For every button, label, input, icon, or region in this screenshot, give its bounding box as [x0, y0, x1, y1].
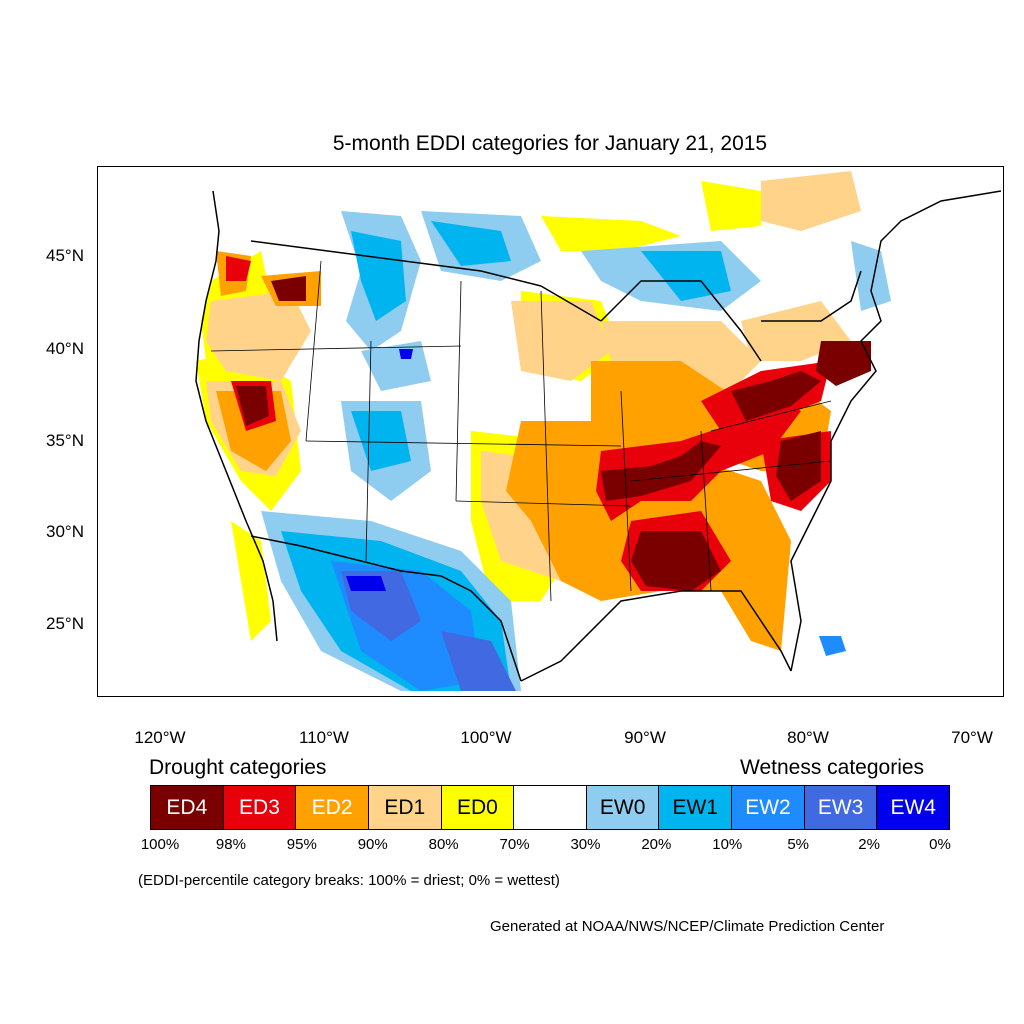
- percent-break-label: 100%: [140, 836, 180, 853]
- boundaries: [195, 190, 1002, 682]
- drought-categories-heading: Drought categories: [149, 756, 327, 779]
- legend-box-ew3: EW3: [804, 786, 878, 829]
- eddi-map: [195, 171, 1002, 691]
- percent-break-label: 20%: [641, 836, 672, 853]
- percent-break-label: 95%: [286, 836, 317, 853]
- lon-label-80w: 80°W: [787, 728, 829, 747]
- legend-box-ed1: ED1: [368, 786, 442, 829]
- lon-label-120w: 120°W: [134, 728, 186, 747]
- legend-box-ed4: ED4: [151, 786, 224, 829]
- lat-label-25: 25°N: [46, 614, 84, 633]
- lon-label-90w: 90°W: [624, 728, 666, 747]
- credit-line: Generated at NOAA/NWS/NCEP/Climate Predi…: [490, 918, 885, 935]
- lat-label-45: 45°N: [46, 246, 84, 265]
- lon-label-110w: 110°W: [299, 728, 349, 747]
- category-note: (EDDI-percentile category breaks: 100% =…: [138, 872, 560, 889]
- legend-box-ed0: ED0: [441, 786, 515, 829]
- lat-label-40: 40°N: [46, 339, 84, 358]
- legend-box-ew0: EW0: [586, 786, 660, 829]
- percent-break-label: 30%: [570, 836, 601, 853]
- percent-break-label: 0%: [929, 836, 951, 853]
- legend-box-ed3: ED3: [223, 786, 297, 829]
- category-legend: ED4 ED3 ED2 ED1 ED0 EW0 EW1 EW2 EW3 EW4: [150, 785, 950, 830]
- percent-break-label: 90%: [357, 836, 388, 853]
- legend-box-ew2: EW2: [732, 786, 805, 829]
- lat-label-35: 35°N: [46, 431, 84, 450]
- legend-box-ew4: EW4: [877, 786, 950, 829]
- wetness-categories-heading: Wetness categories: [740, 756, 925, 779]
- drought-shading: [196, 171, 871, 651]
- percent-break-label: 70%: [499, 836, 530, 853]
- percent-break-label: 2%: [858, 836, 880, 853]
- lat-label-30: 30°N: [46, 522, 84, 541]
- percent-break-label: 80%: [428, 836, 459, 853]
- state-lines: [210, 260, 832, 602]
- percent-break-label: 5%: [787, 836, 810, 853]
- lon-label-70w: 70°W: [951, 728, 993, 747]
- percent-break-label: 10%: [712, 836, 743, 853]
- lon-label-100w: 100°W: [460, 728, 512, 747]
- percent-break-label: 98%: [215, 836, 246, 853]
- legend-box-ed2: ED2: [296, 786, 369, 829]
- legend-box-neutral: [514, 786, 587, 829]
- legend-box-ew1: EW1: [659, 786, 733, 829]
- map-panel: [97, 166, 1004, 697]
- map-title: 5-month EDDI categories for January 21, …: [332, 132, 768, 155]
- wetness-shading: [261, 211, 891, 691]
